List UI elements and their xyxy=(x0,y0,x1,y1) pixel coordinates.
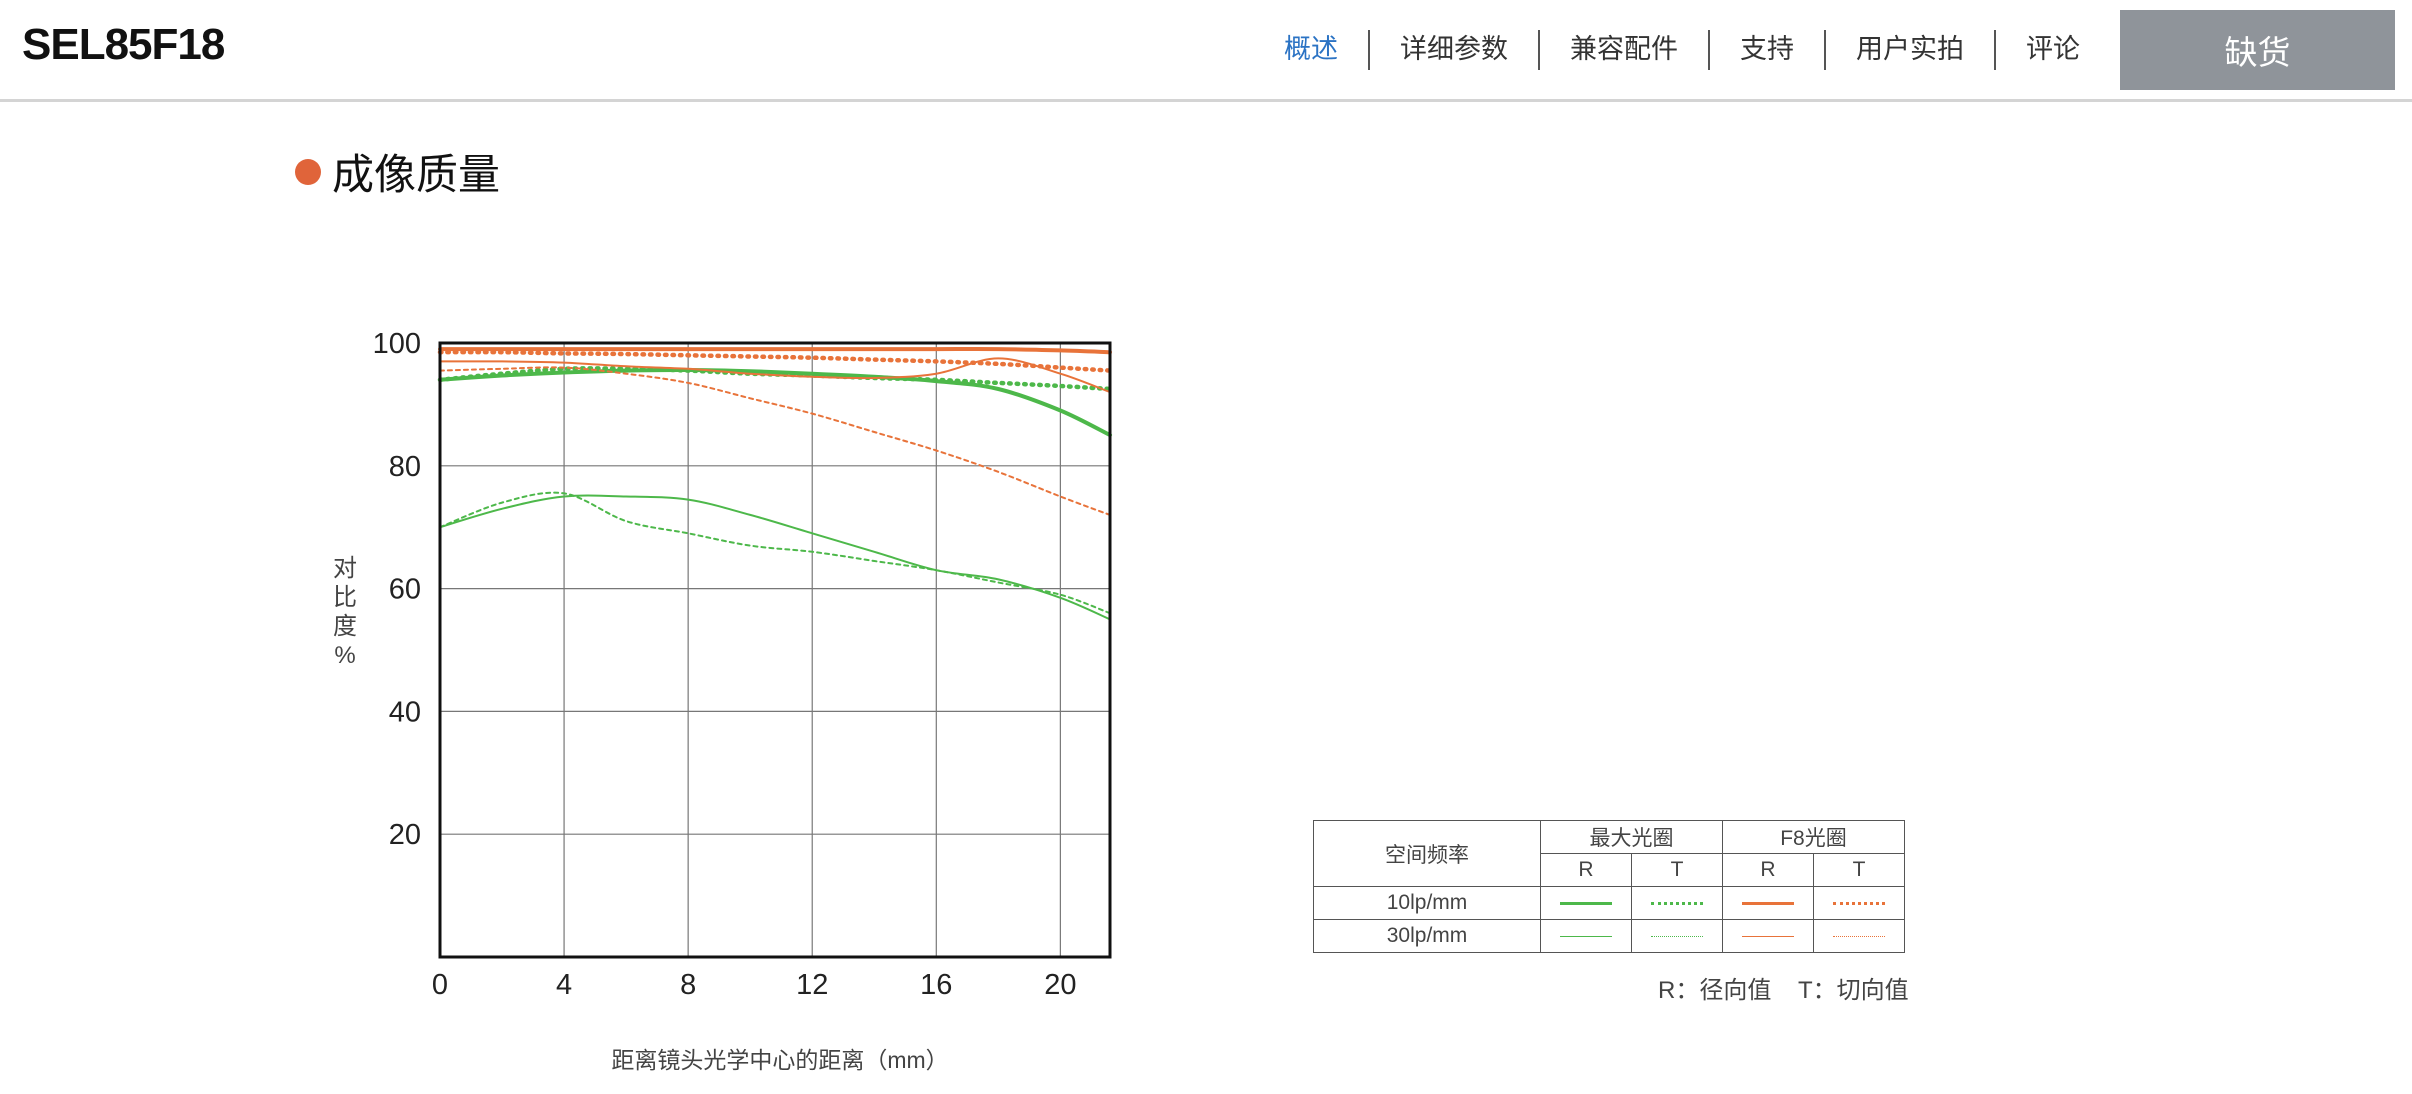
product-name: SEL85F18 xyxy=(22,20,225,69)
y-tick-label: 80 xyxy=(389,451,421,483)
x-tick-label: 16 xyxy=(920,969,952,1001)
nav-specs[interactable]: 详细参数 xyxy=(1370,30,1540,70)
legend-row-30lp: 30lp/mm xyxy=(1313,919,1541,953)
product-nav: 概述 详细参数 兼容配件 支持 用户实拍 评论 缺货 xyxy=(1254,0,2412,100)
y-tick-label: 20 xyxy=(389,819,421,851)
bullet-dot-icon xyxy=(295,158,321,185)
chart-series xyxy=(437,347,1113,621)
nav-support[interactable]: 支持 xyxy=(1710,30,1826,70)
mtf-series-line xyxy=(439,366,1111,516)
mtf-chart: 0 4 8 12 16 20 20 40 60 80 100 对比度% 距离镜头光学中心的距离（mm… xyxy=(333,328,1113,1073)
chart-ticks: 0 4 8 12 16 20 20 40 60 80 100 xyxy=(373,328,1077,1001)
chart-grid xyxy=(440,343,1110,957)
legend-r-label: R xyxy=(1722,853,1814,887)
out-of-stock-button[interactable]: 缺货 xyxy=(2120,10,2395,90)
mtf-series-line xyxy=(439,357,1111,394)
legend-r-label: R xyxy=(1540,853,1632,887)
legend-swatch-f8-t-10 xyxy=(1813,886,1905,920)
legend-f8-header: F8光圈 xyxy=(1722,820,1905,854)
legend-swatch-f8-t-30 xyxy=(1813,919,1905,953)
mtf-series-line xyxy=(438,367,1112,438)
x-tick-label: 8 xyxy=(680,969,696,1001)
mtf-series-line xyxy=(438,347,1112,355)
mtf-series-line xyxy=(437,349,1113,373)
x-axis-label: 距离镜头光学中心的距离（mm） xyxy=(611,1047,948,1073)
y-axis-label: 对比度% xyxy=(333,555,357,669)
legend-t-label: T xyxy=(1631,853,1723,887)
legend-freq-header: 空间频率 xyxy=(1313,820,1541,887)
x-tick-label: 0 xyxy=(432,969,448,1001)
legend-t-label: T xyxy=(1813,853,1905,887)
legend-swatch-max-t-10 xyxy=(1631,886,1723,920)
x-tick-label: 4 xyxy=(556,969,572,1001)
x-tick-label: 12 xyxy=(796,969,828,1001)
legend-max-aperture-header: 最大光圈 xyxy=(1540,820,1723,854)
section-title: 成像质量 xyxy=(295,141,500,202)
mtf-series-line xyxy=(439,491,1111,615)
legend-swatch-max-t-30 xyxy=(1631,919,1723,953)
legend-row-10lp: 10lp/mm xyxy=(1313,886,1541,920)
nav-accessories[interactable]: 兼容配件 xyxy=(1540,30,1710,70)
legend-swatch-f8-r-30 xyxy=(1722,919,1814,953)
legend-swatch-max-r-10 xyxy=(1540,886,1632,920)
chart-frame xyxy=(438,341,1112,959)
legend-note: R：径向值 T：切向值 xyxy=(1658,977,1909,1004)
y-tick-label: 100 xyxy=(373,328,421,360)
x-tick-label: 20 xyxy=(1044,969,1076,1001)
mtf-series-line xyxy=(439,494,1111,621)
section-title-text: 成像质量 xyxy=(332,150,501,199)
nav-overview[interactable]: 概述 xyxy=(1254,30,1370,70)
y-tick-label: 40 xyxy=(389,696,421,728)
nav-user-photos[interactable]: 用户实拍 xyxy=(1826,30,1996,70)
y-tick-label: 60 xyxy=(389,574,421,606)
legend-table: 空间频率 最大光圈 F8光圈 R T R T 10lp/mm 30lp/mm xyxy=(1313,820,1905,953)
top-bar: SEL85F18 概述 详细参数 兼容配件 支持 用户实拍 评论 缺货 xyxy=(0,0,2412,102)
legend-swatch-f8-r-10 xyxy=(1722,886,1814,920)
mtf-series-line xyxy=(437,366,1113,392)
nav-reviews[interactable]: 评论 xyxy=(2026,34,2080,65)
legend-swatch-max-r-30 xyxy=(1540,919,1632,953)
